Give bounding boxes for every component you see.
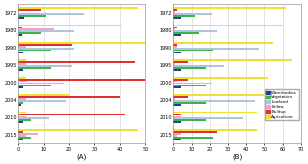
Bar bbox=[18, 32, 41, 34]
Bar bbox=[18, 96, 120, 98]
Bar bbox=[18, 27, 22, 28]
Bar bbox=[173, 32, 199, 34]
Bar bbox=[173, 135, 177, 137]
Bar bbox=[18, 131, 23, 133]
Bar bbox=[18, 135, 26, 137]
Bar bbox=[173, 9, 177, 11]
Bar bbox=[173, 13, 212, 15]
Bar bbox=[173, 129, 257, 131]
Bar bbox=[18, 81, 26, 82]
Bar bbox=[173, 27, 177, 28]
Bar bbox=[173, 81, 177, 82]
Bar bbox=[173, 79, 188, 81]
Bar bbox=[173, 65, 224, 67]
Bar bbox=[18, 63, 26, 65]
Bar bbox=[18, 104, 21, 106]
Bar bbox=[18, 115, 26, 117]
Bar bbox=[173, 114, 181, 115]
Bar bbox=[18, 65, 71, 67]
X-axis label: (B): (B) bbox=[232, 153, 242, 160]
Bar bbox=[173, 137, 213, 139]
Bar bbox=[18, 44, 71, 46]
Bar bbox=[18, 15, 46, 17]
Bar bbox=[18, 9, 41, 11]
Bar bbox=[173, 63, 175, 65]
Bar bbox=[18, 102, 23, 104]
Bar bbox=[173, 34, 181, 36]
Bar bbox=[173, 121, 181, 123]
Bar bbox=[18, 112, 26, 113]
Bar bbox=[173, 30, 217, 32]
Bar bbox=[18, 84, 51, 86]
Bar bbox=[173, 52, 181, 53]
Bar bbox=[18, 133, 38, 135]
Bar bbox=[173, 50, 213, 51]
Bar bbox=[18, 69, 23, 71]
Bar bbox=[173, 25, 282, 26]
Bar bbox=[18, 114, 125, 115]
Bar bbox=[18, 121, 23, 123]
Bar bbox=[18, 94, 69, 96]
Bar bbox=[173, 100, 255, 102]
Bar bbox=[18, 48, 74, 50]
Bar bbox=[173, 102, 206, 104]
Bar bbox=[173, 139, 181, 140]
Bar bbox=[173, 67, 206, 69]
Bar bbox=[18, 13, 84, 15]
Bar bbox=[18, 52, 23, 53]
Bar bbox=[173, 94, 264, 96]
Bar bbox=[173, 69, 181, 71]
Bar bbox=[18, 86, 23, 88]
Bar bbox=[18, 28, 54, 30]
Bar bbox=[18, 50, 51, 51]
Bar bbox=[173, 112, 257, 113]
Bar bbox=[173, 131, 217, 133]
Bar bbox=[173, 59, 292, 61]
Bar bbox=[173, 11, 175, 13]
Bar bbox=[18, 59, 26, 61]
Bar bbox=[173, 84, 206, 86]
Bar bbox=[173, 98, 175, 100]
Bar bbox=[18, 79, 145, 81]
Bar bbox=[18, 61, 135, 63]
Bar bbox=[18, 11, 19, 13]
Bar bbox=[173, 42, 274, 44]
Bar bbox=[173, 48, 259, 50]
Bar bbox=[18, 67, 51, 69]
Bar bbox=[18, 42, 145, 44]
Bar bbox=[173, 83, 212, 84]
Bar bbox=[173, 119, 206, 121]
Bar bbox=[173, 133, 181, 135]
Bar bbox=[18, 77, 26, 79]
Bar bbox=[18, 34, 22, 36]
Bar bbox=[173, 7, 286, 9]
Legend: Waterbodies, Vegetation, Lowland, Fallow, Builtup, Agriculture: Waterbodies, Vegetation, Lowland, Fallow… bbox=[265, 89, 299, 121]
Bar bbox=[18, 98, 26, 100]
Bar bbox=[173, 61, 188, 63]
Bar bbox=[18, 119, 31, 121]
Bar bbox=[18, 137, 31, 139]
Bar bbox=[18, 25, 122, 26]
Bar bbox=[18, 100, 67, 102]
Bar bbox=[173, 115, 181, 117]
Bar bbox=[18, 117, 49, 119]
Bar bbox=[173, 117, 242, 119]
Bar bbox=[18, 30, 74, 32]
Bar bbox=[173, 28, 175, 30]
Bar bbox=[173, 44, 177, 46]
Bar bbox=[173, 17, 181, 19]
Bar bbox=[18, 7, 138, 9]
Bar bbox=[173, 86, 181, 88]
Bar bbox=[173, 104, 181, 106]
Bar bbox=[18, 83, 64, 84]
Bar bbox=[18, 17, 24, 19]
Bar bbox=[173, 15, 195, 17]
Bar bbox=[18, 129, 138, 131]
X-axis label: (A): (A) bbox=[77, 153, 87, 160]
Bar bbox=[173, 46, 177, 48]
Bar bbox=[173, 96, 188, 98]
Bar bbox=[173, 77, 268, 79]
Bar bbox=[18, 139, 23, 140]
Bar bbox=[18, 46, 26, 48]
